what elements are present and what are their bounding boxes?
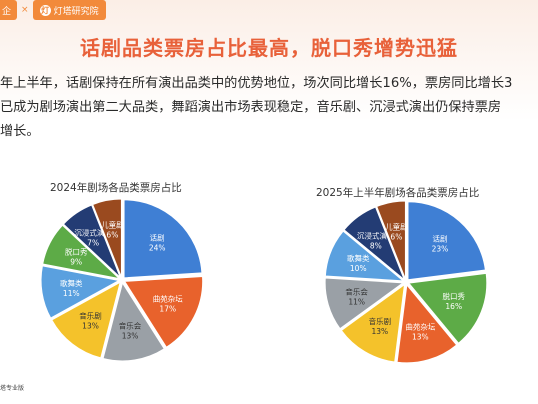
slice-value-1-7: 6% xyxy=(390,233,402,242)
slice-label-0-1: 曲苑杂坛 xyxy=(153,293,183,303)
slice-label-1-3: 音乐剧 xyxy=(369,316,392,326)
pie-slice-0-0 xyxy=(123,199,203,279)
slice-label-1-4: 音乐会 xyxy=(345,286,368,296)
partner-logo-text: 企 xyxy=(2,6,12,17)
slice-value-1-2: 13% xyxy=(412,332,429,341)
pie-slice-0-1 xyxy=(123,275,204,348)
description-line-3: 增长。 xyxy=(0,124,40,139)
description-line-1: 年上半年，话剧保持在所有演出品类中的优势地位，场次同比增长16%，票房同比增长3 xyxy=(0,76,513,91)
lighthouse-icon: 灯 xyxy=(39,4,51,16)
pie-slice-1-2 xyxy=(396,283,458,364)
slice-value-1-1: 16% xyxy=(445,302,462,311)
slice-label-1-2: 曲苑杂坛 xyxy=(405,321,435,331)
slice-label-1-6: 沉浸式演出 xyxy=(357,230,395,240)
slice-value-0-2: 13% xyxy=(122,332,139,341)
slice-label-0-2: 音乐会 xyxy=(119,321,142,331)
slice-value-1-5: 10% xyxy=(350,264,367,273)
slice-label-1-5: 歌舞类 xyxy=(347,253,370,263)
description-line-2: 已成为剧场演出第二大品类，舞蹈演出市场表现稳定，音乐剧、沉浸式演出仍保持票房 xyxy=(0,100,502,115)
brand-separator: × xyxy=(21,5,29,15)
slice-label-1-7: 儿童剧 xyxy=(385,222,408,232)
slice-value-1-0: 23% xyxy=(432,244,449,253)
slice-value-1-4: 11% xyxy=(348,297,365,306)
pie-slice-1-4 xyxy=(324,277,405,330)
slice-label-0-3: 音乐剧 xyxy=(79,311,102,321)
slice-label-1-1: 脱口秀 xyxy=(443,291,466,301)
pie-slice-0-3 xyxy=(51,281,121,359)
pie-slice-1-0 xyxy=(407,201,486,281)
slice-label-0-4: 歌舞类 xyxy=(60,278,83,288)
pie-slice-0-7 xyxy=(92,198,122,278)
pie-slice-1-6 xyxy=(343,206,405,280)
slice-value-0-5: 9% xyxy=(70,258,82,267)
slice-value-0-4: 11% xyxy=(63,289,80,298)
dengta-logo: 灯 灯塔研究院 xyxy=(32,0,106,20)
pie-slice-0-5 xyxy=(42,224,121,280)
description: 年上半年，话剧保持在所有演出品类中的优势地位，场次同比增长16%，票房同比增长3… xyxy=(0,72,538,144)
slice-value-0-3: 13% xyxy=(82,322,99,331)
pie-slice-1-3 xyxy=(340,283,406,363)
footer-source: 塔专业版 xyxy=(0,385,25,392)
pie-slice-1-1 xyxy=(407,272,488,344)
slice-value-0-6: 7% xyxy=(87,239,99,248)
brand-bar: 企 × 灯 灯塔研究院 xyxy=(0,0,170,20)
chart-2025-title: 2025年上半年剧场各品类票房占比 xyxy=(316,187,480,199)
slice-value-1-6: 8% xyxy=(370,241,382,250)
slice-label-0-7: 儿童剧 xyxy=(101,220,124,230)
slice-value-0-1: 17% xyxy=(159,304,176,313)
slice-value-0-7: 6% xyxy=(106,231,118,240)
chart-2024-title: 2024年剧场各品类票房占比 xyxy=(50,182,182,194)
slice-label-0-6: 沉浸式演出 xyxy=(74,228,112,238)
slice-label-1-0: 话剧 xyxy=(432,233,447,243)
pie-slice-0-2 xyxy=(102,281,165,362)
slice-label-0-0: 话剧 xyxy=(150,233,165,243)
slice-value-1-3: 13% xyxy=(372,327,389,336)
pie-slice-1-7 xyxy=(376,200,406,280)
pie-slice-1-5 xyxy=(324,230,405,282)
pie-slice-0-4 xyxy=(40,265,121,319)
slice-value-0-0: 24% xyxy=(149,244,166,253)
pie-slice-0-6 xyxy=(62,204,121,278)
slice-label-0-5: 脱口秀 xyxy=(65,247,88,257)
page-title: 话剧品类票房占比最高，脱口秀增势迅猛 xyxy=(80,36,458,60)
dengta-logo-text: 灯塔研究院 xyxy=(53,6,99,17)
partner-logo: 企 xyxy=(0,0,18,20)
